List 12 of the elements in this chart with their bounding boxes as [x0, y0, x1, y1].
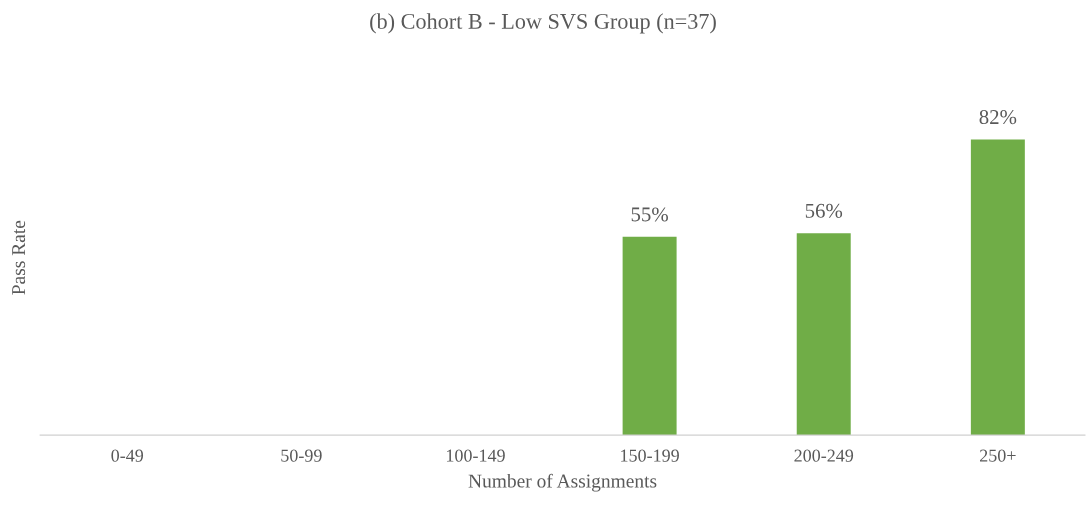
x-tick-label: 50-99: [281, 449, 322, 462]
x-axis-title: Number of Assignments: [468, 473, 657, 492]
x-tick-label: 100-149: [446, 449, 505, 462]
x-tick-label: 250+: [980, 449, 1016, 462]
x-tick-label: 0-49: [111, 449, 144, 462]
data-label: 56%: [805, 203, 843, 218]
data-label: 55%: [631, 207, 668, 222]
chart-title: (b) Cohort B - Low SVS Group (n=37): [370, 13, 716, 34]
x-tick-label: 150-199: [621, 449, 679, 462]
x-tick-label: 200-249: [794, 449, 854, 462]
data-label: 82%: [979, 110, 1017, 125]
y-axis-title: Pass Rate: [12, 220, 26, 295]
